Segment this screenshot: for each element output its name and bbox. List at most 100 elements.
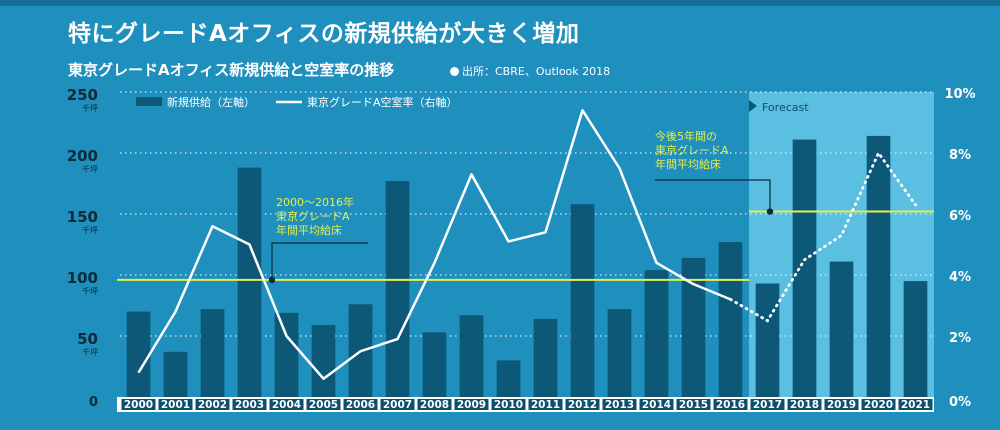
x-tick-box-2007: [380, 399, 415, 410]
x-tick-box-2001: [158, 399, 193, 410]
bar-2010: [496, 360, 521, 397]
x-tick-box-2012: [565, 399, 600, 410]
y-right-tick-4: 4%: [949, 270, 971, 285]
x-tick-box-2006: [343, 399, 378, 410]
y-right-tick-8: 8%: [949, 148, 971, 163]
x-tick-box-2016: [713, 399, 748, 410]
x-tick-label-2002: 2002: [198, 399, 227, 411]
bar-2015: [681, 257, 706, 397]
x-tick-box-2019: [824, 399, 859, 410]
y-left-tick-50: 50: [77, 330, 98, 348]
x-tick-box-2011: [528, 399, 563, 410]
x-tick-label-2016: 2016: [716, 399, 745, 411]
x-tick-label-2004: 2004: [272, 399, 301, 411]
forecast-label: Forecast: [762, 101, 809, 114]
legend-bar-swatch: [136, 97, 162, 106]
y-left-unit-50: 千坪: [82, 347, 98, 357]
y-left-unit-250: 千坪: [82, 103, 98, 113]
y-right-tick-0: 0%: [949, 395, 971, 410]
x-tick-label-2011: 2011: [531, 399, 560, 411]
x-tick-label-2003: 2003: [235, 399, 264, 411]
x-tick-label-2006: 2006: [346, 399, 375, 411]
x-tick-box-2013: [602, 399, 637, 410]
x-tick-label-2005: 2005: [309, 399, 338, 411]
x-tick-box-2018: [787, 399, 822, 410]
x-tick-label-2012: 2012: [568, 399, 597, 411]
x-tick-box-2021: [898, 399, 933, 410]
y-left-tick-250: 250: [67, 86, 98, 104]
bar-2001: [163, 351, 188, 397]
x-tick-box-2014: [639, 399, 674, 410]
bar-2018: [792, 139, 817, 397]
x-tick-box-2010: [491, 399, 526, 410]
y-left-unit-100: 千坪: [82, 286, 98, 296]
bar-2016: [718, 242, 743, 397]
forecast-arrow-icon: [749, 100, 757, 112]
x-tick-box-2004: [269, 399, 304, 410]
y-left-unit-200: 千坪: [82, 164, 98, 174]
legend-bar-label: 新規供給（左軸）: [167, 95, 255, 109]
y-left-unit-150: 千坪: [82, 225, 98, 235]
x-tick-label-2010: 2010: [494, 399, 523, 411]
x-tick-box-2015: [676, 399, 711, 410]
bullet-icon: [450, 67, 459, 76]
y-right-tick-10: 10%: [944, 87, 975, 102]
x-tick-label-2000: 2000: [124, 399, 153, 411]
bar-2012: [570, 204, 595, 397]
bar-2005: [311, 325, 336, 397]
bar-2019: [829, 261, 854, 397]
bar-2007: [385, 181, 410, 397]
annotation-2-line-3: 年間平均給床: [655, 157, 721, 171]
annotation-2-line-2: 東京グレードA: [655, 143, 729, 157]
x-tick-label-2021: 2021: [901, 399, 930, 411]
x-tick-label-2009: 2009: [457, 399, 486, 411]
x-tick-box-2008: [417, 399, 452, 410]
x-tick-box-2003: [232, 399, 267, 410]
bar-2000: [126, 311, 151, 397]
y-left-tick-0: 0: [89, 395, 98, 410]
x-tick-label-2013: 2013: [605, 399, 634, 411]
x-tick-box-2000: [121, 399, 156, 410]
bar-2011: [533, 318, 558, 397]
x-tick-box-2009: [454, 399, 489, 410]
x-tick-box-2020: [861, 399, 896, 410]
vacancy-line-forecast: [729, 150, 917, 323]
x-tick-box-2005: [306, 399, 341, 410]
x-tick-label-2008: 2008: [420, 399, 449, 411]
bar-2014: [644, 270, 669, 397]
x-tick-label-2007: 2007: [383, 399, 412, 411]
y-right-tick-2: 2%: [949, 331, 971, 346]
y-left-tick-100: 100: [67, 269, 98, 287]
page-title: 特にグレードAオフィスの新規供給が大きく増加: [68, 21, 580, 47]
annotation-1-line-3: 年間平均給床: [276, 223, 342, 237]
annotation-1-line-1: 2000～2016年: [276, 195, 354, 209]
x-tick-label-2018: 2018: [790, 399, 819, 411]
bar-2003: [237, 167, 262, 397]
x-tick-label-2019: 2019: [827, 399, 856, 411]
bar-2013: [607, 309, 632, 397]
annotation-1-line-2: 東京グレードA: [276, 209, 350, 223]
x-tick-label-2020: 2020: [864, 399, 893, 411]
legend-line-label: 東京グレードA空室率（右軸）: [307, 95, 458, 109]
y-right-tick-6: 6%: [949, 209, 971, 224]
x-tick-label-2015: 2015: [679, 399, 708, 411]
bar-2002: [200, 309, 225, 397]
bar-2021: [903, 281, 928, 397]
y-left-tick-150: 150: [67, 208, 98, 226]
chart-subtitle: 東京グレードAオフィス新規供給と空室率の推移: [68, 61, 395, 79]
top-accent-bar: [0, 0, 1000, 6]
bar-2008: [422, 332, 447, 397]
source-note: 出所：CBRE、Outlook 2018: [450, 63, 610, 79]
annotation-2-line-1: 今後5年間の: [655, 129, 717, 143]
bar-2017: [755, 283, 780, 397]
x-tick-box-2002: [195, 399, 230, 410]
x-tick-box-2017: [750, 399, 785, 410]
y-left-tick-200: 200: [67, 147, 98, 165]
x-tick-label-2017: 2017: [753, 399, 782, 411]
annotation-leader-1: [271, 242, 368, 280]
source-text: 出所：CBRE、Outlook 2018: [462, 65, 611, 78]
annotation-leader-2: [655, 179, 771, 212]
x-tick-label-2014: 2014: [642, 399, 671, 411]
bar-2020: [866, 135, 891, 398]
